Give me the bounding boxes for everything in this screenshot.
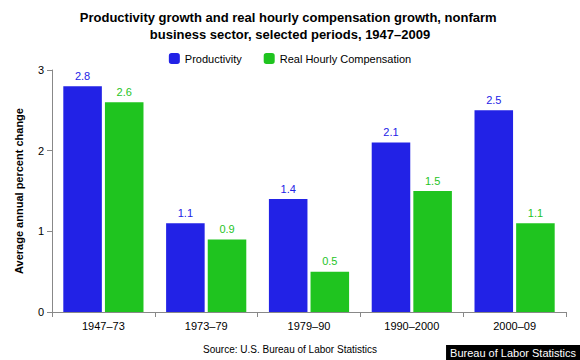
svg-text:1: 1 xyxy=(38,225,44,237)
svg-text:Real Hourly Compensation: Real Hourly Compensation xyxy=(280,53,411,65)
svg-text:1.4: 1.4 xyxy=(281,183,296,195)
svg-text:1973–79: 1973–79 xyxy=(185,320,228,332)
svg-text:1.1: 1.1 xyxy=(178,207,193,219)
svg-text:Productivity growth and real h: Productivity growth and real hourly comp… xyxy=(80,10,500,25)
svg-text:business sector, selected peri: business sector, selected periods, 1947–… xyxy=(150,27,430,42)
svg-text:3: 3 xyxy=(38,64,44,76)
svg-text:1947–73: 1947–73 xyxy=(82,320,125,332)
svg-text:Bureau of Labor Statistics: Bureau of Labor Statistics xyxy=(450,347,576,359)
svg-text:2.1: 2.1 xyxy=(383,126,398,138)
svg-text:2: 2 xyxy=(38,145,44,157)
svg-text:2000–09: 2000–09 xyxy=(493,320,536,332)
svg-text:Source: U.S. Bureau of Labor S: Source: U.S. Bureau of Labor Statistics xyxy=(203,344,377,355)
svg-text:1.1: 1.1 xyxy=(528,207,543,219)
svg-text:1.5: 1.5 xyxy=(425,175,440,187)
svg-text:2.6: 2.6 xyxy=(117,86,132,98)
svg-text:0.9: 0.9 xyxy=(219,223,234,235)
svg-text:Average annual percent change: Average annual percent change xyxy=(13,108,25,274)
svg-text:1979–90: 1979–90 xyxy=(288,320,331,332)
svg-text:1990–2000: 1990–2000 xyxy=(384,320,439,332)
svg-text:0.5: 0.5 xyxy=(322,255,337,267)
svg-text:0: 0 xyxy=(38,306,44,318)
svg-text:2.8: 2.8 xyxy=(75,70,90,82)
svg-text:2.5: 2.5 xyxy=(486,94,501,106)
svg-text:Productivity: Productivity xyxy=(185,53,242,65)
